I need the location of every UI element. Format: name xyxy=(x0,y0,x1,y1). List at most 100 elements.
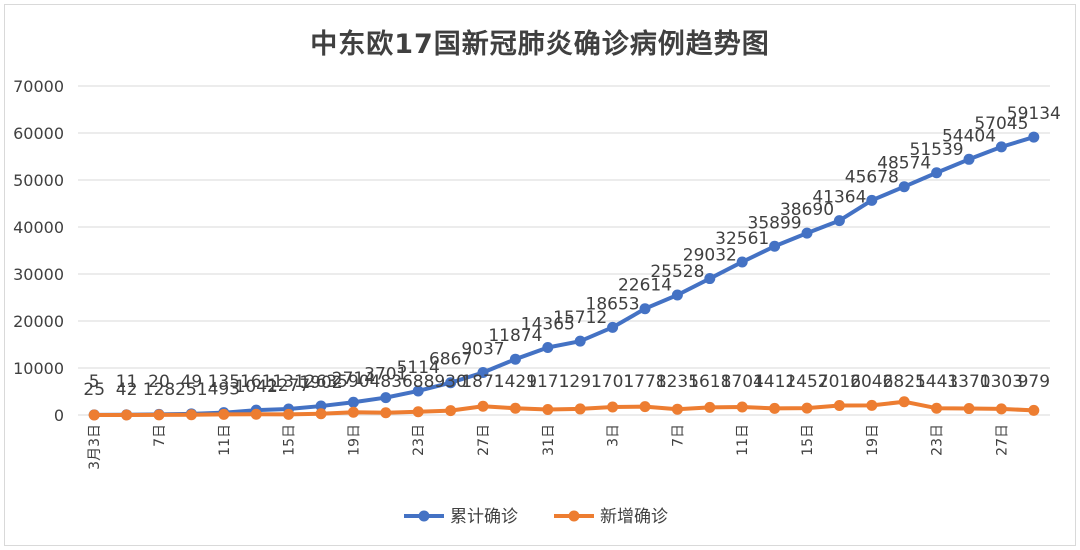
x-tick-label: 27日 xyxy=(994,424,1010,456)
data-point xyxy=(185,409,197,421)
y-tick-label: 40000 xyxy=(13,218,64,237)
data-point xyxy=(380,392,392,404)
data-label: 590 xyxy=(337,372,369,392)
data-label: 45678 xyxy=(845,167,899,187)
x-tick-label: 31日 xyxy=(541,424,557,456)
data-point xyxy=(769,240,781,252)
legend-marker xyxy=(418,510,430,522)
data-label: 2825 xyxy=(883,372,926,392)
data-label: 1412 xyxy=(753,372,796,392)
data-label: 42 xyxy=(116,380,138,400)
x-tick-label: 19日 xyxy=(865,424,881,456)
data-label: 6867 xyxy=(429,350,472,370)
series-layer xyxy=(88,131,1040,421)
data-label: 1303 xyxy=(980,372,1023,392)
data-label: 11874 xyxy=(488,326,542,346)
chart-frame xyxy=(4,4,1076,546)
data-label: 14365 xyxy=(521,314,575,334)
data-label: 1618 xyxy=(688,372,731,392)
data-label: 979 xyxy=(1018,372,1050,392)
data-point xyxy=(736,256,748,268)
data-label: 1701 xyxy=(591,372,634,392)
data-label: 49 xyxy=(181,372,203,392)
data-point xyxy=(218,408,230,420)
x-tick-label: 23日 xyxy=(930,424,946,456)
data-point xyxy=(898,181,910,193)
data-label: 9037 xyxy=(461,340,504,360)
data-point xyxy=(898,396,910,408)
y-tick-label: 0 xyxy=(54,406,64,425)
x-tick-label: 3月3日 xyxy=(87,424,103,470)
data-point xyxy=(445,377,457,389)
data-label: 25 xyxy=(83,380,105,400)
data-point xyxy=(315,408,327,420)
x-tick-label: 7日 xyxy=(152,424,168,447)
chart-title: 中东欧17国新冠肺炎确诊病例趋势图 xyxy=(310,29,770,60)
data-point xyxy=(963,403,975,415)
x-tick-label: 15日 xyxy=(800,424,816,456)
data-point xyxy=(931,167,943,179)
data-point xyxy=(347,406,359,418)
data-point xyxy=(509,353,521,365)
data-label: 1277 xyxy=(267,376,310,396)
x-tick-label: 11日 xyxy=(217,424,233,456)
data-label: 48574 xyxy=(877,154,931,174)
data-label: 3701 xyxy=(364,365,407,385)
data-label: 251 xyxy=(175,380,207,400)
data-label: 128 xyxy=(143,380,175,400)
data-point xyxy=(1028,404,1040,416)
data-point xyxy=(639,401,651,413)
data-label: 930 xyxy=(434,372,466,392)
data-label: 493 xyxy=(208,380,240,400)
data-label: 29032 xyxy=(683,246,737,266)
data-point xyxy=(931,402,943,414)
data-point xyxy=(250,408,262,420)
data-label: 11 xyxy=(116,372,138,392)
data-label: 25528 xyxy=(650,262,704,282)
data-label: 483 xyxy=(370,372,402,392)
data-point xyxy=(445,405,457,417)
data-label: 1370 xyxy=(947,372,990,392)
data-point xyxy=(574,403,586,415)
data-label: 59134 xyxy=(1007,104,1061,124)
data-label: 1171 xyxy=(526,372,569,392)
data-label: 161 xyxy=(240,372,272,392)
data-label: 32561 xyxy=(715,229,769,249)
data-point xyxy=(477,400,489,412)
series-line xyxy=(92,399,1036,417)
data-point xyxy=(995,403,1007,415)
data-point xyxy=(801,402,813,414)
data-label: 1235 xyxy=(656,372,699,392)
data-label: 38690 xyxy=(780,200,834,220)
data-label: 51539 xyxy=(910,140,964,160)
x-tick-label: 15日 xyxy=(282,424,298,456)
data-point xyxy=(833,215,845,227)
data-point xyxy=(607,401,619,413)
y-tick-label: 50000 xyxy=(13,171,64,190)
x-tick-label: 19日 xyxy=(346,424,362,456)
data-point xyxy=(1028,131,1040,143)
data-point xyxy=(995,141,1007,153)
data-point xyxy=(380,407,392,419)
data-point xyxy=(412,406,424,418)
y-tick-label: 30000 xyxy=(13,265,64,284)
data-label: 1457 xyxy=(785,372,828,392)
y-tick-label: 10000 xyxy=(13,359,64,378)
legend-label: 新增确诊 xyxy=(600,507,668,527)
data-point xyxy=(866,194,878,206)
data-point xyxy=(639,303,651,315)
data-label: 1704 xyxy=(721,372,764,392)
data-label: 1291 xyxy=(559,372,602,392)
data-point xyxy=(121,409,133,421)
data-point xyxy=(833,400,845,412)
legend: 累计确诊 新增确诊 xyxy=(404,507,668,527)
x-tick-label: 11日 xyxy=(735,424,751,456)
data-label: 41364 xyxy=(812,188,866,208)
data-point xyxy=(283,408,295,420)
data-label: 1443 xyxy=(915,372,958,392)
data-label: 1042 xyxy=(235,377,278,397)
data-label: 1429 xyxy=(494,372,537,392)
data-point xyxy=(607,321,619,333)
data-point xyxy=(704,401,716,413)
